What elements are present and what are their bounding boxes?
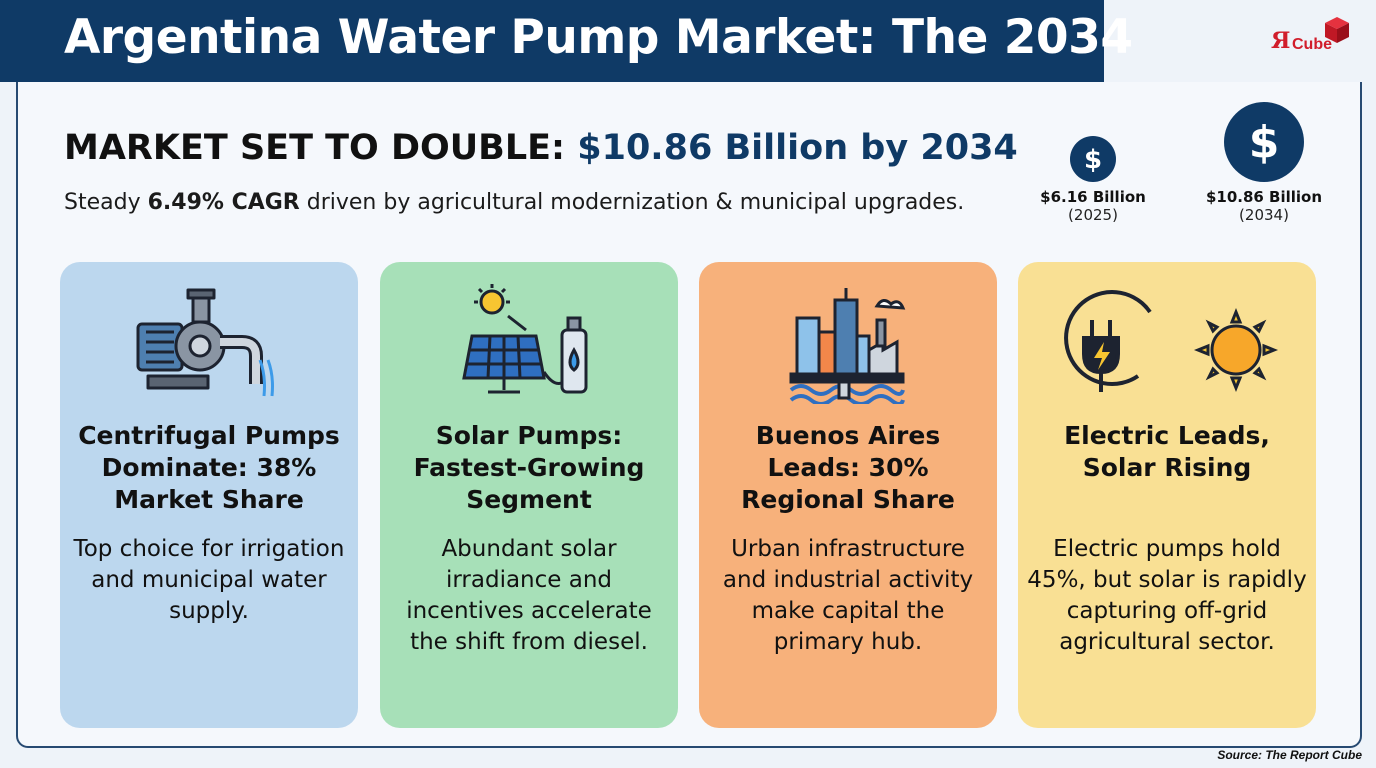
svg-text:$: $ [1249,117,1280,168]
headline-lead: MARKET SET TO DOUBLE: [64,128,578,168]
card-buenos-aires: Buenos Aires Leads: 30% Regional Share U… [699,262,997,728]
title-bar: Argentina Water Pump Market: The 2034 [0,0,1133,82]
card-body: Top choice for irrigation and municipal … [73,536,345,624]
svg-text:$: $ [1084,145,1102,175]
card-title: Buenos Aires Leads: 30% Regional Share [741,421,955,514]
stat-2034: $ $10.86 Billion (2034) [1196,102,1332,224]
red-cube-icon [1325,17,1349,43]
card-body: Abundant solar irradiance and incentives… [406,536,652,655]
page-title: Argentina Water Pump Market: The 2034 [64,10,1133,65]
centrifugal-pump-icon [136,288,274,397]
logo-text: Cube [1292,36,1332,53]
card-title: Centrifugal Pumps Dominate: 38% Market S… [78,421,340,514]
card-title: Solar Pumps: Fastest-Growing Segment [413,421,645,514]
card-title: Electric Leads, Solar Rising [1064,421,1270,482]
solar-panel-pump-icon [462,284,588,394]
subline-post: driven by agricultural modernization & m… [299,190,965,215]
headline: MARKET SET TO DOUBLE: $10.86 Billion by … [64,128,1018,168]
card-body: Urban infrastructure and industrial acti… [722,536,974,655]
stat-year: (2034) [1239,206,1289,224]
source-credit: Source: The Report Cube [1217,748,1362,762]
logo-mark: Я [1271,28,1291,54]
subheadline: Steady 6.49% CAGR driven by agricultural… [64,190,964,215]
report-cube-logo: Я Cube [1268,14,1358,60]
stat-2025: $ $6.16 Billion (2025) [1038,136,1148,224]
stat-value: $10.86 Billion [1205,188,1323,206]
dollar-coin-icon: $ [1224,102,1304,182]
headline-accent: $10.86 Billion by 2034 [577,128,1018,168]
stat-year: (2025) [1068,206,1118,224]
cagr-value: 6.49% CAGR [147,190,300,215]
plug-and-sun-icon [1064,290,1279,393]
dollar-coin-icon: $ [1070,136,1116,182]
city-skyline-icon [789,288,906,406]
card-body: Electric pumps hold 45%, but solar is ra… [1027,536,1307,655]
subline-pre: Steady [64,190,148,215]
card-solar-pumps: Solar Pumps: Fastest-Growing Segment Abu… [380,262,678,728]
card-electric-solar: Electric Leads, Solar Rising Electric pu… [1018,262,1316,728]
card-centrifugal-pumps: Centrifugal Pumps Dominate: 38% Market S… [60,262,358,728]
stat-value: $6.16 Billion [1040,188,1146,206]
